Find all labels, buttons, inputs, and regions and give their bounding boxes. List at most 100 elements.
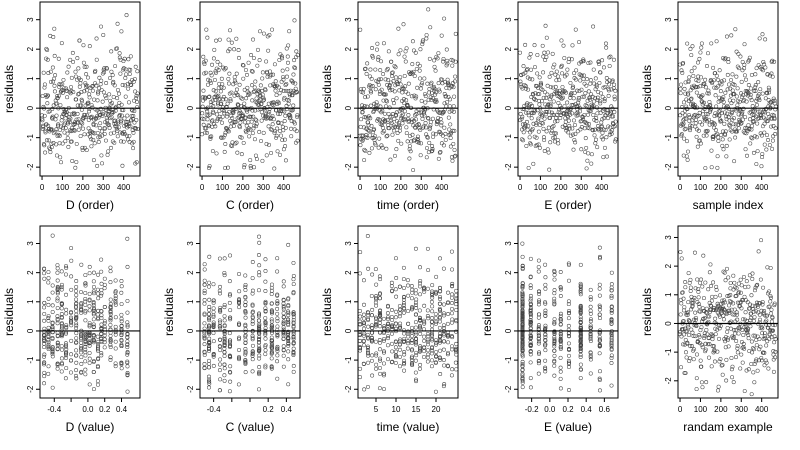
data-point xyxy=(438,256,443,261)
data-point xyxy=(704,327,709,332)
data-point xyxy=(748,117,753,122)
data-point xyxy=(520,352,525,357)
data-point xyxy=(212,47,217,52)
data-point xyxy=(437,89,442,94)
data-point xyxy=(762,309,767,313)
data-point xyxy=(374,315,379,320)
data-point xyxy=(46,270,51,275)
data-point xyxy=(439,141,444,146)
data-point xyxy=(366,317,370,322)
data-point xyxy=(523,42,528,47)
data-point xyxy=(96,339,101,344)
data-point xyxy=(108,355,113,360)
data-point xyxy=(202,278,207,283)
data-point xyxy=(426,352,431,357)
data-point xyxy=(46,325,51,330)
data-point xyxy=(42,370,47,375)
data-point xyxy=(725,72,730,77)
data-point xyxy=(679,82,684,87)
x-tick-label: 200 xyxy=(714,405,728,414)
data-point xyxy=(214,151,219,156)
data-point xyxy=(422,349,427,354)
data-point xyxy=(765,72,770,77)
data-point xyxy=(125,342,130,347)
data-point xyxy=(703,166,708,171)
data-point xyxy=(569,103,574,108)
data-point xyxy=(426,97,431,102)
data-point xyxy=(218,348,223,353)
data-point xyxy=(281,344,286,349)
y-tick-label: -2 xyxy=(344,385,353,393)
data-point xyxy=(570,43,575,48)
data-point xyxy=(520,310,525,315)
data-point xyxy=(358,338,362,343)
data-point xyxy=(445,100,449,105)
data-point xyxy=(269,351,274,356)
data-point xyxy=(425,286,430,291)
data-point xyxy=(271,103,276,108)
data-point xyxy=(42,352,47,357)
data-point xyxy=(724,357,729,362)
data-point xyxy=(386,77,390,82)
data-point xyxy=(536,302,541,307)
data-point xyxy=(750,350,755,355)
data-point xyxy=(541,95,546,100)
data-point xyxy=(755,149,760,154)
data-point xyxy=(688,277,693,282)
data-point xyxy=(528,325,533,330)
data-point xyxy=(770,74,775,79)
data-point xyxy=(586,61,591,66)
data-point xyxy=(70,159,75,163)
data-point xyxy=(528,385,533,390)
data-point xyxy=(102,337,107,342)
data-point xyxy=(381,361,386,366)
data-point xyxy=(87,92,92,97)
data-point xyxy=(211,310,216,315)
data-point xyxy=(393,339,398,344)
data-point xyxy=(552,269,557,274)
data-point xyxy=(578,336,583,341)
data-point xyxy=(291,273,296,278)
data-point xyxy=(687,115,692,120)
data-point xyxy=(557,77,562,82)
data-point xyxy=(91,333,96,338)
data-point xyxy=(290,93,295,98)
data-point xyxy=(583,136,588,141)
data-point xyxy=(79,333,84,338)
data-point xyxy=(59,334,64,339)
data-point xyxy=(56,122,61,127)
data-point xyxy=(52,76,57,81)
data-point xyxy=(453,293,458,298)
data-point xyxy=(202,62,207,67)
data-point xyxy=(233,141,238,146)
data-point xyxy=(118,113,122,117)
data-point xyxy=(238,120,243,125)
data-point xyxy=(423,125,428,130)
data-point xyxy=(417,316,422,321)
data-point xyxy=(108,316,113,321)
data-point xyxy=(450,320,454,325)
data-point xyxy=(753,88,758,93)
data-point xyxy=(582,81,587,86)
data-point xyxy=(50,114,55,119)
data-point xyxy=(243,120,248,125)
y-tick-label: -1 xyxy=(186,356,195,364)
data-point xyxy=(134,100,139,104)
data-point xyxy=(68,370,73,375)
data-point xyxy=(597,334,602,339)
data-point xyxy=(571,103,576,107)
data-point xyxy=(275,359,280,364)
data-point xyxy=(113,289,118,294)
data-point xyxy=(50,233,55,238)
data-point xyxy=(378,356,383,361)
data-point xyxy=(526,113,531,118)
data-point xyxy=(418,331,423,336)
data-point xyxy=(128,82,133,87)
x-tick-label: 200 xyxy=(714,183,728,192)
data-point xyxy=(441,358,446,362)
data-point xyxy=(749,311,754,316)
data-point xyxy=(724,378,729,383)
data-point xyxy=(269,282,274,287)
data-point xyxy=(413,291,418,296)
data-point xyxy=(55,314,60,319)
